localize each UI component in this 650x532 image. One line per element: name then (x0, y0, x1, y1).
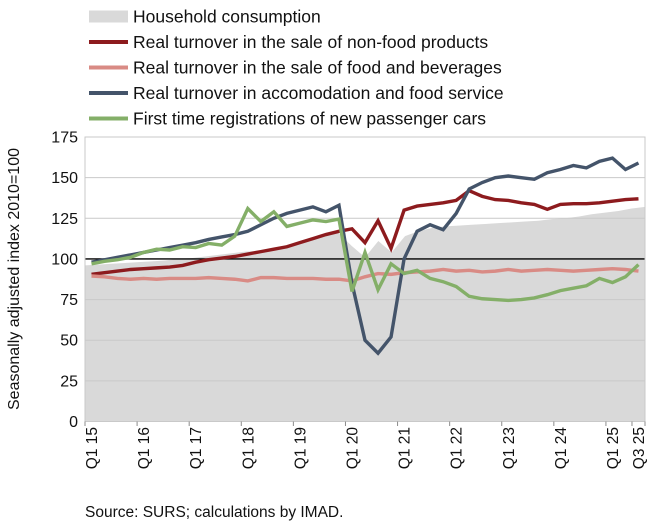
x-tick-label-q1-15: Q1 15 (84, 427, 101, 469)
y-tick-label-175: 175 (51, 130, 78, 147)
x-tick-label-q1-19: Q1 19 (292, 427, 309, 469)
area-household-consumption (85, 206, 645, 422)
y-axis-title: Seasonally adjusted index 2010=100 (6, 148, 23, 410)
legend-label-nonfood-turnover: Real turnover in the sale of non-food pr… (133, 32, 488, 52)
chart-legend: Household consumption Real turnover in t… (89, 7, 504, 129)
y-tick-label-0: 0 (69, 414, 78, 431)
plot-border (84, 136, 646, 422)
y-tick-label-150: 150 (51, 170, 78, 187)
y-tick-label-75: 75 (60, 292, 78, 309)
x-axis-tick-labels: Q1 15 Q1 16 Q1 17 Q1 18 Q1 19 Q1 20 Q1 21 Q1 22… (84, 421, 648, 470)
legend-item-household-consumption: Household consumption (89, 7, 321, 27)
legend-item-nonfood-turnover: Real turnover in the sale of non-food pr… (89, 32, 488, 52)
legend-label-car-registrations: First time registrations of new passenge… (133, 109, 486, 129)
line-real-turnover-in-the-sale-of-non-food-pr (91, 188, 639, 277)
x-tick-label-q1-24: Q1 24 (553, 427, 570, 470)
x-tick-label-q1-21: Q1 21 (397, 427, 414, 469)
x-tick-label-q1-20: Q1 20 (344, 427, 361, 470)
legend-swatch-household-consumption-icon (89, 10, 128, 23)
series-lines (91, 156, 640, 356)
legend-item-car-registrations: First time registrations of new passenge… (89, 109, 486, 129)
y-axis-tick-labels: 0 25 50 75 100 125 150 175 (51, 130, 78, 432)
line-real-turnover-in-the-sale-of-food-and-be (91, 266, 639, 283)
household-consumption-area (85, 206, 645, 422)
x-tick-label-q1-22: Q1 22 (449, 427, 466, 469)
source-note: Source: SURS; calculations by IMAD. (85, 504, 343, 521)
line-first-time-registrations-of-new-passenge (91, 205, 640, 303)
plot-border-rect (84, 136, 646, 422)
x-tick-label-q1-17: Q1 17 (188, 427, 205, 469)
x-tick-label-q3-25: Q3 25 (631, 427, 648, 469)
legend-label-household-consumption: Household consumption (133, 7, 321, 27)
legend-item-accommodation-turnover: Real turnover in accomodation and food s… (89, 83, 504, 103)
x-tick-label-q1-23: Q1 23 (501, 427, 518, 469)
y-tick-label-125: 125 (51, 211, 78, 228)
legend-label-accommodation-turnover: Real turnover in accomodation and food s… (133, 83, 504, 103)
legend-label-food-beverages-turnover: Real turnover in the sale of food and be… (133, 58, 502, 78)
x-tick-label-q1-25: Q1 25 (605, 427, 622, 469)
y-tick-label-50: 50 (60, 333, 78, 350)
x-tick-label-q1-16: Q1 16 (136, 427, 153, 469)
y-tick-label-25: 25 (60, 373, 78, 390)
y-tick-label-100: 100 (51, 251, 78, 268)
legend-item-food-beverages-turnover: Real turnover in the sale of food and be… (89, 58, 502, 78)
x-tick-label-q1-18: Q1 18 (240, 427, 257, 469)
